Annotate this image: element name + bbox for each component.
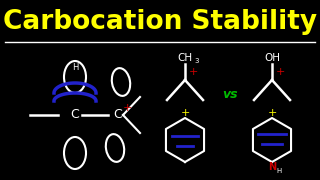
Text: vs: vs [222, 89, 238, 102]
Text: OH: OH [264, 53, 280, 63]
Text: CH: CH [177, 53, 193, 63]
Text: 3: 3 [195, 58, 199, 64]
Text: +: + [188, 67, 198, 77]
Text: N: N [268, 162, 276, 172]
Text: +: + [180, 108, 190, 118]
Text: C: C [71, 109, 79, 122]
Text: +: + [267, 108, 277, 118]
Text: Carbocation Stability: Carbocation Stability [3, 9, 317, 35]
Text: C: C [114, 109, 122, 122]
Text: H: H [276, 168, 282, 174]
Text: H: H [72, 62, 78, 71]
Text: +: + [122, 103, 132, 113]
Text: +: + [275, 67, 285, 77]
